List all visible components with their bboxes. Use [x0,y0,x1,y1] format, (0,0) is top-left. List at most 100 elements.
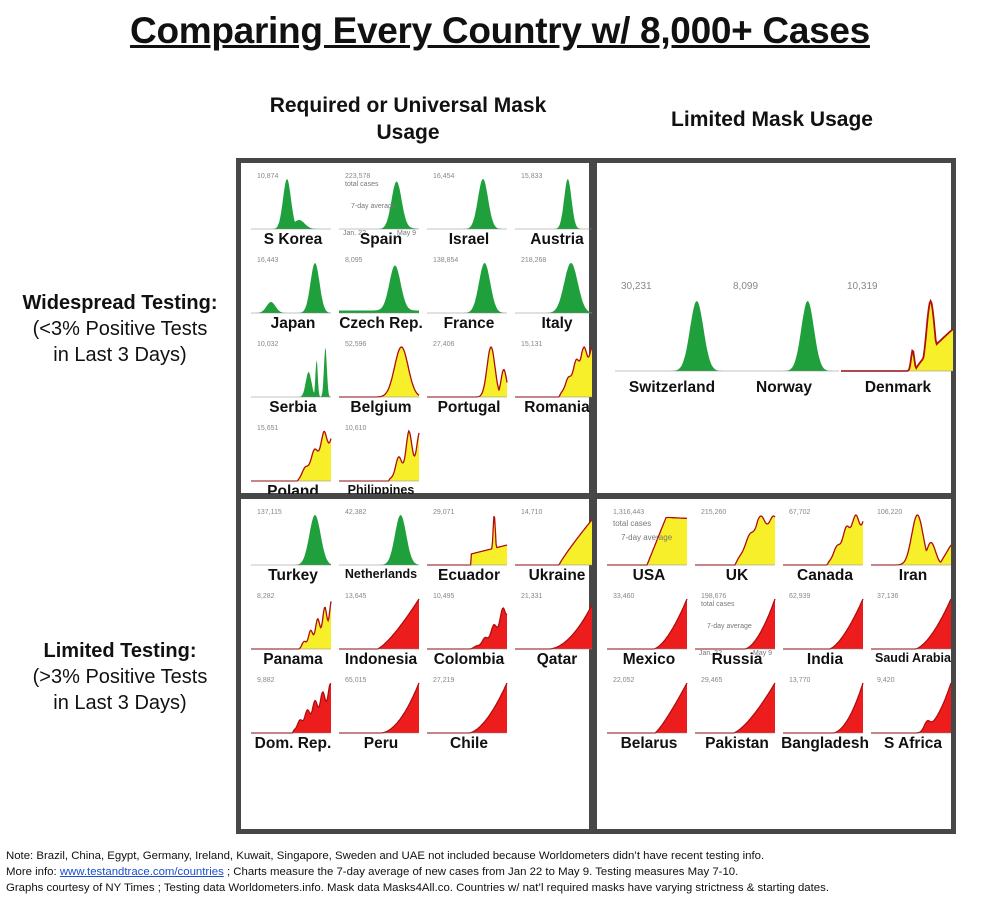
total-cases-label: 1,316,443 [613,509,645,516]
sparkline-chart [871,682,952,734]
seven-day-average-annotation: 7-day average [707,623,752,630]
country-name: Mexico [622,651,676,668]
total-cases-label: 137,115 [257,509,282,516]
country-name: Turkey [268,567,318,584]
start-date-label: Jan. 22 [699,650,722,657]
country-name: Colombia [433,651,505,668]
total-cases-label: 15,833 [521,173,543,180]
country-panel-switzerland: 30,231 Switzerland [613,279,731,399]
total-cases-label: 13,770 [789,677,811,684]
country-panel-serbia: 10,032 Serbia [249,341,337,419]
total-cases-label: 27,219 [433,677,455,684]
country-panel-india: 62,939 India [781,593,869,671]
footer-note-line: Note: Brazil, China, Egypt, Germany, Ire… [6,850,765,862]
total-cases-label: 42,382 [345,509,367,516]
case-area-red [871,599,951,649]
case-area-green [727,301,839,371]
case-area-red [607,683,687,733]
country-name: Netherlands [344,567,418,581]
case-area-red [695,599,775,649]
total-cases-label: 27,406 [433,341,455,348]
total-cases-label: 37,136 [877,593,899,600]
country-name: Italy [541,315,573,332]
total-cases-label: 21,331 [521,593,543,600]
footer-more-info-suffix: ; Charts measure the 7-day average of ne… [223,866,739,878]
country-panel-domrep: 9,882 Dom. Rep. [249,677,337,755]
country-name: Iran [898,567,928,584]
case-area-green [339,515,419,565]
total-cases-label: 10,874 [257,173,279,180]
case-area-red [607,599,687,649]
sparkline-chart [695,682,776,734]
case-area-green [251,347,331,397]
row-header-subtitle: (<3% Positive Tests [32,318,208,340]
sparkline-chart [515,598,596,650]
case-area-red [339,599,419,649]
case-area-yellow [607,517,687,565]
row-header-subtitle: (>3% Positive Tests [32,666,208,688]
country-name: Bangladesh [781,735,869,752]
sparkline-chart [427,346,508,398]
total-cases-label: 8,099 [733,281,759,292]
country-name: UK [725,567,749,584]
total-cases-label: 16,454 [433,173,455,180]
country-panel-portugal: 27,406 Portugal [425,341,513,419]
sparkline-chart [515,346,596,398]
sparkline-chart [515,179,595,230]
footer-credits-line: Graphs courtesy of NY Times ; Testing da… [6,882,830,894]
total-cases-annotation: total cases [613,519,652,528]
country-name: Panama [263,651,323,668]
row-header-title: Limited Testing: [43,640,197,662]
seven-day-average-annotation: 7-day average [351,203,396,210]
case-area-yellow [515,516,595,565]
sparkline-chart [607,598,688,650]
country-panel-indonesia: 13,645 Indonesia [337,593,425,671]
case-area-yellow [695,516,775,565]
case-area-green [615,301,727,371]
case-area-yellow [515,347,595,397]
case-area-red [783,683,863,733]
total-cases-annotation: total cases [701,601,735,608]
total-cases-label: 218,268 [521,257,547,264]
country-name: Romania [524,399,590,416]
total-cases-label: 198,676 [701,593,727,600]
total-cases-label: 16,443 [257,257,279,264]
total-cases-label: 30,231 [621,281,652,292]
total-cases-label: 8,282 [257,593,275,600]
country-name: Belarus [620,735,678,752]
testandtrace-link[interactable]: www.testandtrace.com/countries [59,866,224,878]
column-header-required-masks: Required or Universal Mask Usage [269,94,547,144]
case-area-red [427,608,507,649]
total-cases-label: 67,702 [789,509,811,516]
sparkline-chart [339,181,419,230]
country-panel-russia: 198,676 total cases 7-day average Jan. 22 Ma… [693,593,781,671]
total-cases-label: 8,095 [345,257,363,264]
country-name: Pakistan [705,735,769,752]
case-area-red [695,683,775,733]
case-area-red [515,599,595,649]
total-cases-label: 9,420 [877,677,895,684]
country-name: Chile [450,735,488,752]
sparkline-chart [339,682,420,734]
country-panel-denmark: 10,319 Denmark [839,279,957,399]
sparkline-chart [727,301,839,372]
country-name: Canada [797,567,853,584]
country-name: Czech Rep. [339,315,423,332]
total-cases-label: 215,260 [701,509,727,516]
sparkline-chart [339,265,419,314]
quadrant-limited-limited: 1,316,443 total cases 7-day average USA 215,… [592,494,956,834]
case-area-green [339,265,419,313]
seven-day-average-annotation: 7-day average [621,533,673,542]
country-panel-canada: 67,702 Canada [781,509,869,587]
total-cases-label: 10,032 [257,341,279,348]
country-panel-uk: 215,260 UK [693,509,781,587]
case-area-yellow [339,431,419,481]
quadrant-limited-required: 137,115 Turkey 42,382 Netherlands 29,071 Ecua… [236,494,596,834]
case-area-green [251,179,331,229]
row-header-limited-testing: Limited Testing: (>3% Positive Tests in … [6,638,234,716]
country-name: Switzerland [628,379,716,396]
row-header-widespread-testing: Widespread Testing: (<3% Positive Tests … [6,290,234,368]
country-panel-belgium: 52,596 Belgium [337,341,425,419]
quadrant-widespread-limited: 30,231 Switzerland 8,099 Norway 10,319 Denmar… [592,158,956,498]
total-cases-label: 9,882 [257,677,275,684]
